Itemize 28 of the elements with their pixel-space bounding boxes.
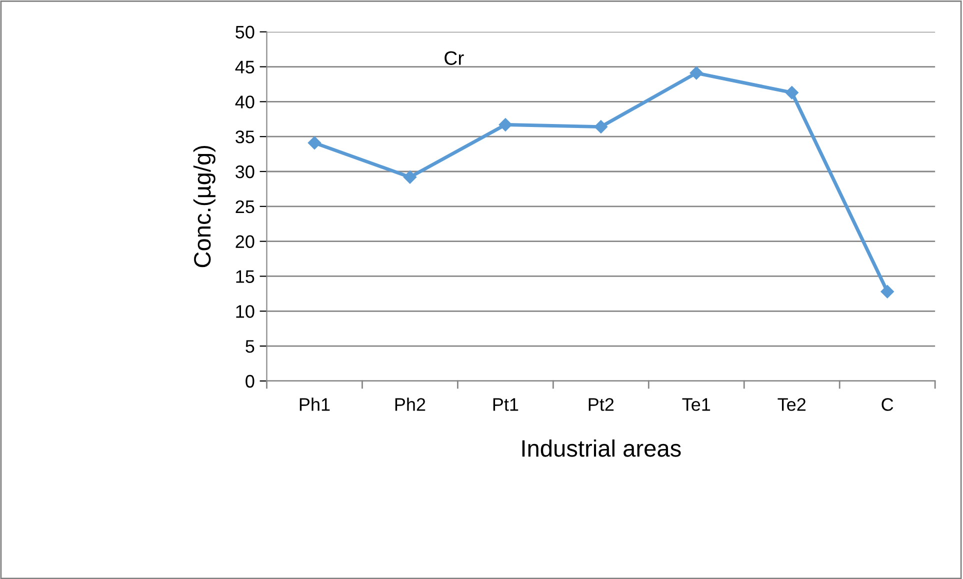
point [880, 285, 894, 298]
point [594, 120, 608, 134]
point [498, 118, 512, 132]
y-tick-label: 0 [246, 374, 254, 388]
x-tick-label: Pt1 [493, 398, 518, 411]
y-tick-label: 25 [236, 200, 254, 214]
x-tick-label: Ph2 [395, 398, 426, 411]
y-tick-label: 10 [236, 305, 254, 318]
y-tick-label: 40 [235, 96, 254, 108]
y-tick-label: 45 [235, 60, 254, 74]
y-tick-label: 5 [246, 340, 254, 353]
y-tick-label: 20 [236, 235, 254, 248]
x-tick-label: Ph1 [300, 398, 330, 411]
point [690, 66, 703, 80]
y-tick-label: 15 [236, 270, 254, 283]
x-tick-label: Te2 [778, 398, 806, 411]
y-tick-label: 50 [236, 26, 254, 39]
y-axis-title: Conc.(µg/g) [193, 146, 216, 268]
point [785, 86, 798, 100]
point [308, 136, 322, 150]
y-tick-label: 30 [236, 165, 254, 178]
x-tick-label: C [882, 398, 894, 411]
x-tick-label: Te1 [682, 398, 710, 411]
text: Cr [444, 51, 464, 65]
x-axis-title: Industrial areas [522, 439, 681, 457]
y-tick-label: 35 [236, 130, 254, 144]
x-tick-label: Pt2 [588, 398, 614, 411]
point [403, 170, 417, 184]
